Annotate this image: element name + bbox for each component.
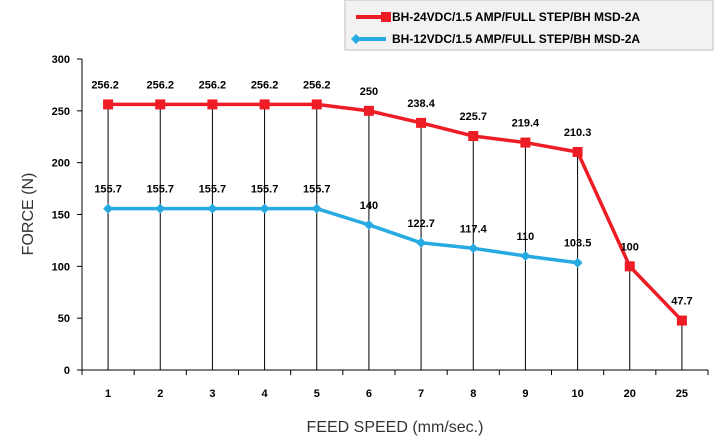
series-1-point bbox=[155, 203, 166, 214]
x-tick-label: 20 bbox=[624, 388, 636, 400]
data-label: 256.2 bbox=[91, 79, 119, 91]
series-1-point bbox=[207, 203, 218, 214]
y-ticks: 0 50 100 150 200 250 300 bbox=[52, 54, 82, 377]
y-tick-label: 0 bbox=[64, 365, 70, 377]
x-tick-label: 7 bbox=[418, 388, 424, 400]
data-label: 122.7 bbox=[407, 218, 435, 230]
drop-lines bbox=[107, 104, 683, 370]
data-label: 210.3 bbox=[564, 127, 592, 139]
data-label: 117.4 bbox=[460, 223, 488, 235]
data-labels: 256.2 256.2 256.2 256.2 256.2 250 238.4 225.7 21… bbox=[91, 79, 692, 307]
y-tick-label: 100 bbox=[52, 261, 70, 273]
data-label: 155.7 bbox=[146, 184, 174, 196]
legend-entry-1: BH-12VDC/1.5 AMP/FULL STEP/BH MSD-2A bbox=[351, 32, 640, 46]
y-tick-label: 250 bbox=[52, 106, 70, 118]
data-label: 219.4 bbox=[512, 118, 540, 130]
series-0-point bbox=[103, 99, 114, 110]
y-tick-label: 50 bbox=[58, 313, 70, 325]
data-label: 47.7 bbox=[671, 296, 692, 308]
legend-label-0: BH-24VDC/1.5 AMP/FULL STEP/BH MSD-2A bbox=[392, 10, 640, 24]
series-0-point bbox=[363, 105, 374, 116]
series-0-point bbox=[624, 261, 635, 272]
data-label: 110 bbox=[517, 231, 535, 243]
y-tick-label: 150 bbox=[52, 210, 70, 222]
series-0-point bbox=[520, 137, 531, 148]
x-tick-label: 25 bbox=[676, 388, 688, 400]
data-label: 256.2 bbox=[303, 79, 331, 91]
series-1-point bbox=[416, 237, 427, 248]
data-label: 256.2 bbox=[146, 79, 174, 91]
series-1-point bbox=[259, 203, 270, 214]
legend-entry-0: BH-24VDC/1.5 AMP/FULL STEP/BH MSD-2A bbox=[356, 10, 640, 24]
data-label: 256.2 bbox=[251, 79, 279, 91]
x-tick-label: 5 bbox=[314, 388, 320, 400]
series-1-point bbox=[311, 203, 322, 214]
x-tick-label: 6 bbox=[366, 388, 372, 400]
data-label: 155.7 bbox=[303, 184, 331, 196]
x-tick-label: 9 bbox=[522, 388, 528, 400]
data-label: 225.7 bbox=[459, 111, 487, 123]
series-0-point bbox=[468, 131, 479, 142]
data-label: 140 bbox=[360, 200, 378, 212]
x-tick-label: 4 bbox=[262, 388, 269, 400]
series-0-point bbox=[572, 146, 583, 157]
series-1-point bbox=[363, 219, 374, 230]
data-label: 238.4 bbox=[407, 98, 435, 110]
data-label: 155.7 bbox=[94, 184, 122, 196]
x-axis-title: FEED SPEED (mm/sec.) bbox=[307, 419, 484, 436]
data-label: 100 bbox=[621, 241, 639, 253]
x-tick-label: 8 bbox=[470, 388, 476, 400]
x-tick-label: 3 bbox=[209, 388, 215, 400]
series-1-point bbox=[572, 257, 583, 268]
legend-label-1: BH-12VDC/1.5 AMP/FULL STEP/BH MSD-2A bbox=[392, 32, 640, 46]
legend-marker-1 bbox=[351, 34, 361, 44]
data-label: 103.5 bbox=[564, 238, 592, 250]
x-tick-label: 2 bbox=[157, 388, 163, 400]
x-tick-label: 1 bbox=[105, 388, 111, 400]
data-label: 256.2 bbox=[199, 79, 227, 91]
data-label: 155.7 bbox=[251, 184, 279, 196]
series-1-point bbox=[468, 243, 479, 254]
series-0-point bbox=[207, 99, 218, 110]
series-0-point bbox=[676, 315, 687, 326]
legend: BH-24VDC/1.5 AMP/FULL STEP/BH MSD-2A BH-… bbox=[344, 0, 714, 51]
x-ticks: 1 2 3 4 5 6 7 8 9 10 20 25 bbox=[81, 370, 709, 400]
y-tick-label: 300 bbox=[52, 54, 70, 66]
y-axis-title: FORCE (N) bbox=[20, 173, 37, 256]
series-0-point bbox=[416, 117, 427, 128]
legend-marker-0 bbox=[381, 12, 391, 22]
legend-box bbox=[344, 0, 714, 51]
series-0-point bbox=[259, 99, 270, 110]
series-0-point bbox=[155, 99, 166, 110]
series-line-0 bbox=[108, 102, 684, 322]
data-label: 155.7 bbox=[199, 184, 227, 196]
series-layer bbox=[103, 99, 687, 326]
series-1-point bbox=[520, 250, 531, 261]
data-label: 250 bbox=[360, 86, 378, 98]
y-tick-label: 200 bbox=[52, 158, 70, 170]
series-line-1 bbox=[108, 206, 578, 265]
series-1-point bbox=[103, 203, 114, 214]
x-tick-label: 10 bbox=[571, 388, 583, 400]
series-0-point bbox=[311, 99, 322, 110]
